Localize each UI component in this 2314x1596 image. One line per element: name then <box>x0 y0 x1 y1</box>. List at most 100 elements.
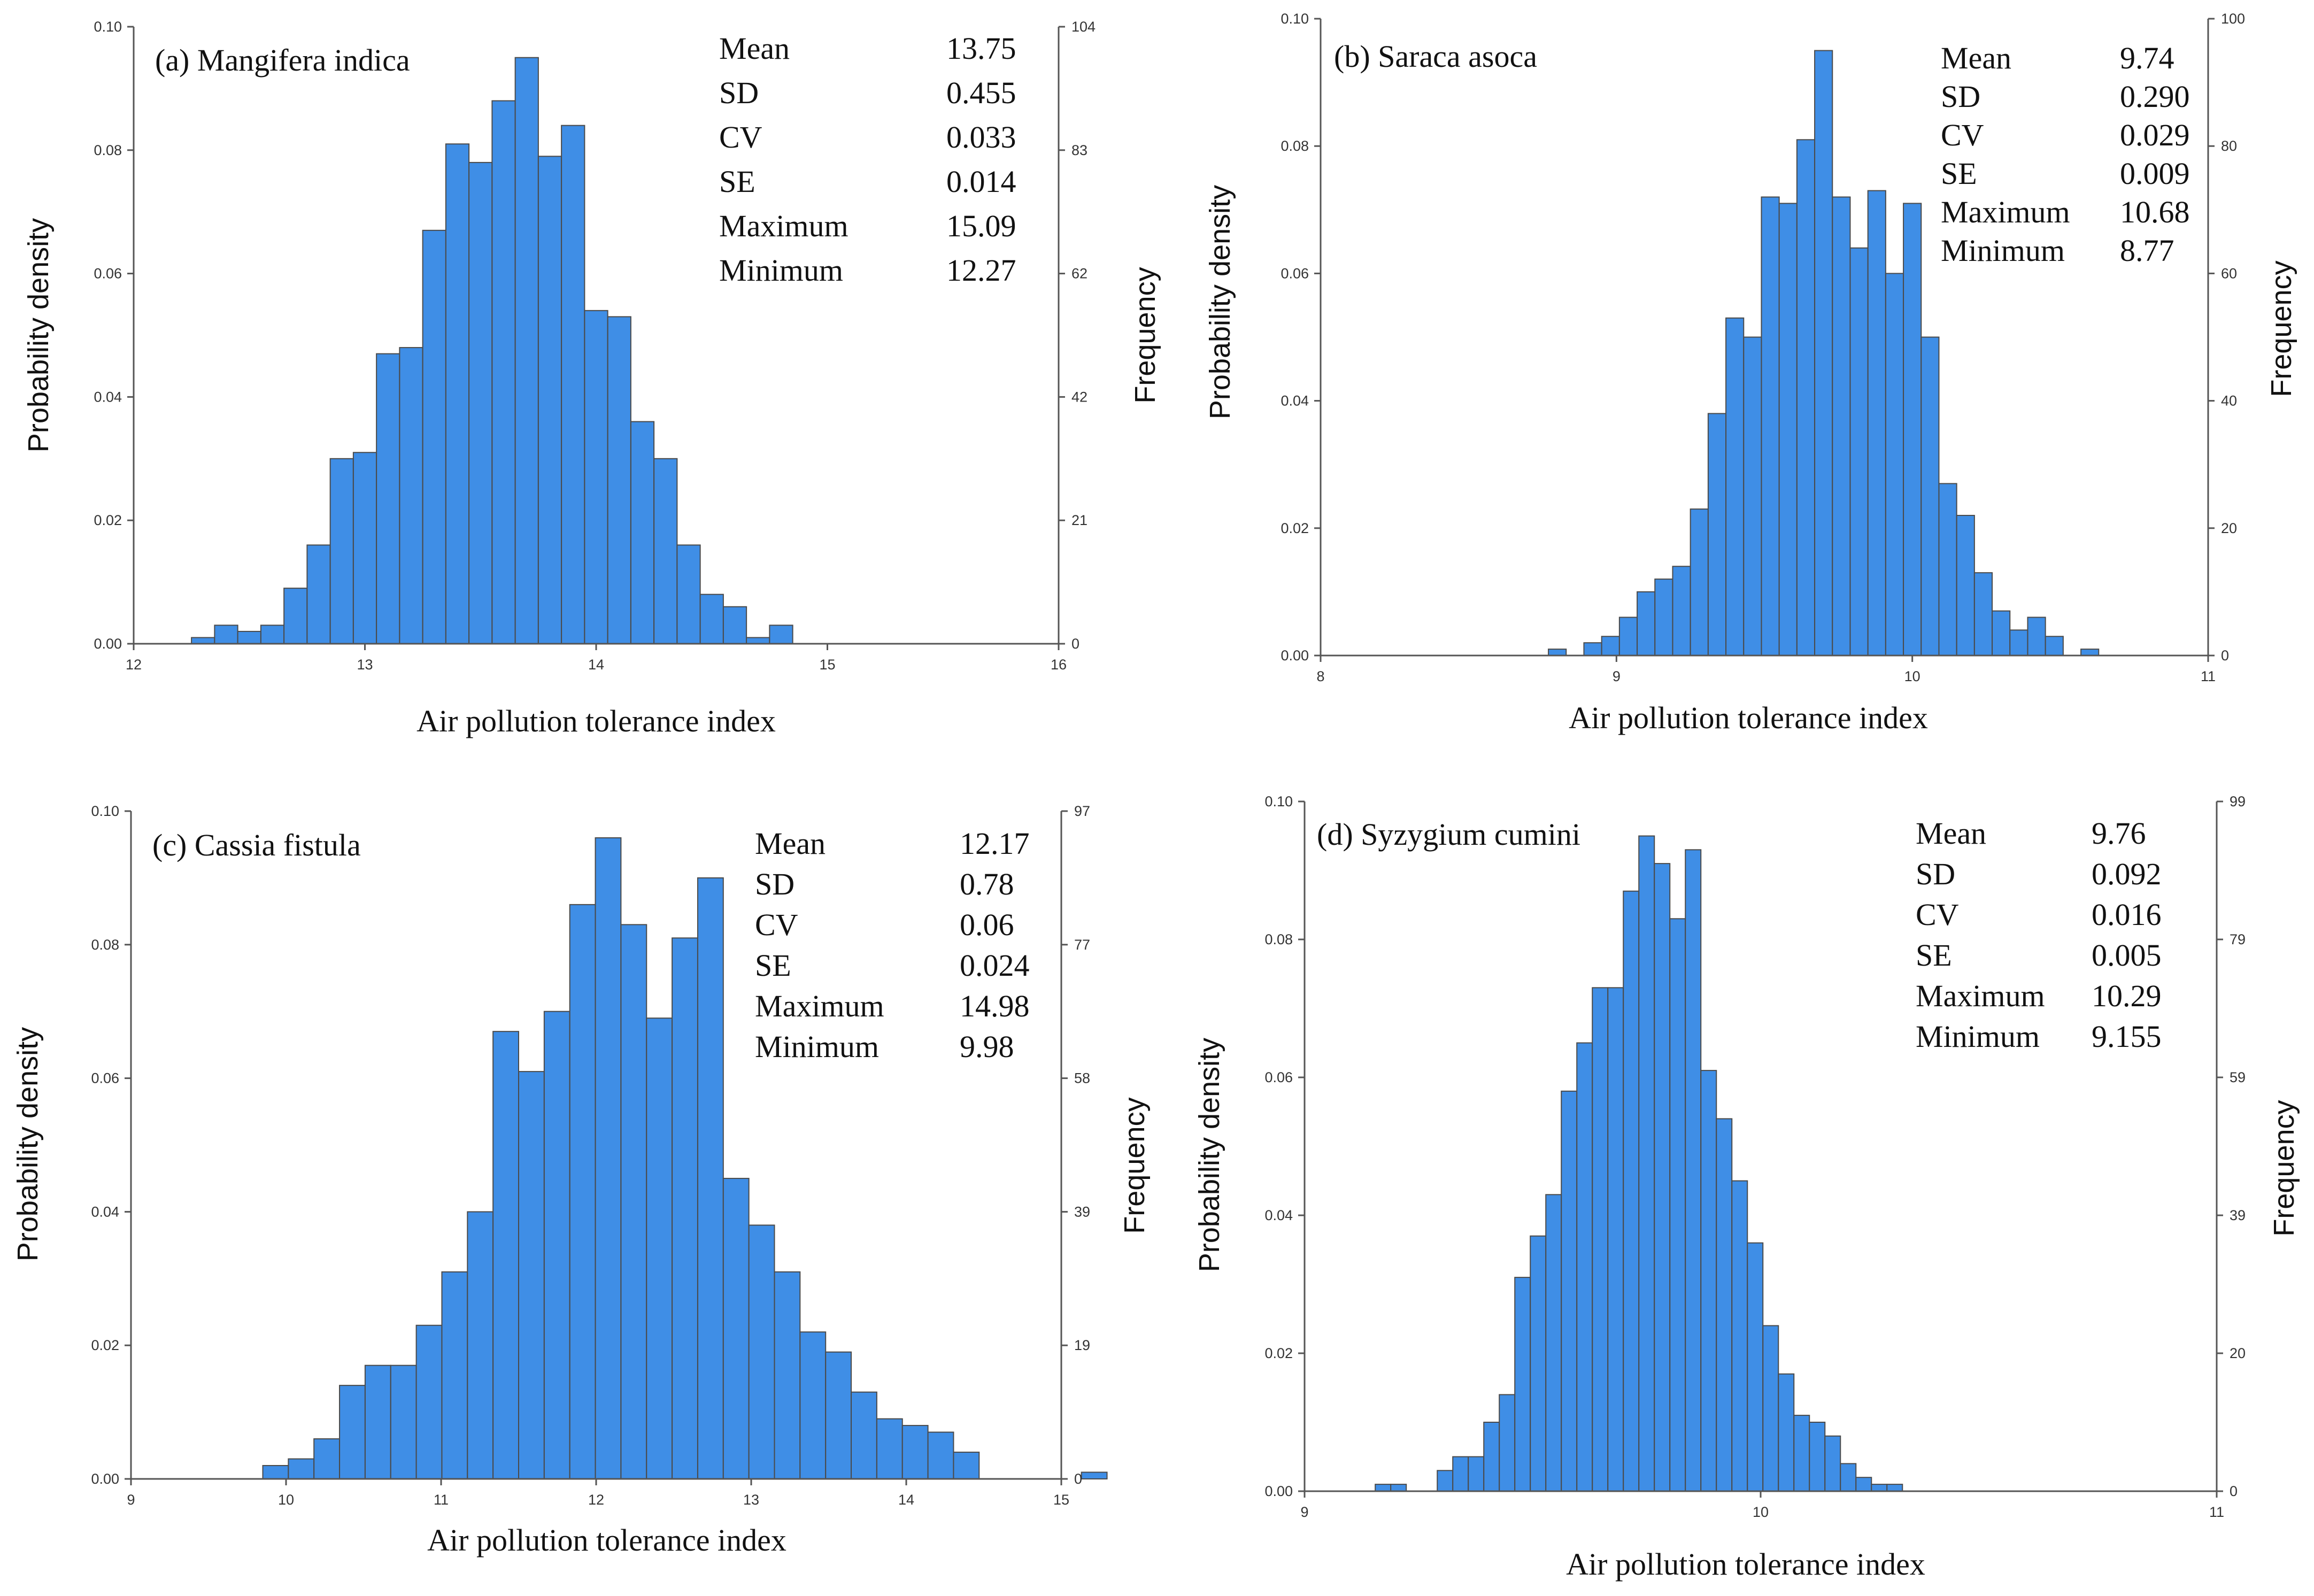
panel-d-bar-19 <box>1669 918 1686 1492</box>
panel-a-bar-3 <box>260 624 285 645</box>
panel-d-bar-8 <box>1499 1394 1516 1492</box>
panel-a-bars <box>191 57 793 645</box>
panel-a-x-tick-label-0: 12 <box>126 657 142 673</box>
panel-d-bar-17 <box>1638 835 1655 1492</box>
panel-b-x-tick-label-3: 11 <box>2201 668 2216 684</box>
panel-c-stat-label-maximum: Maximum <box>755 989 884 1023</box>
panel-c-y2-ticks: 0 19 39 58 77 97 <box>1061 803 1090 1487</box>
panel-b-bar-2 <box>1583 642 1602 657</box>
panel-b-y-label: Probability density <box>1204 185 1236 419</box>
panel-d-y-tick-label-1: 0.02 <box>1264 1345 1293 1361</box>
panel-d-x-tick-label-1: 10 <box>1753 1504 1769 1520</box>
panel-c-title: (c) Cassia fistula <box>152 828 361 862</box>
panel-b-stat-label-cv: CV <box>1941 118 1984 152</box>
panel-d-x-tick-label-0: 9 <box>1300 1504 1308 1520</box>
panel-b-bar-5 <box>1637 591 1656 657</box>
panel-c-bar-2 <box>313 1438 341 1480</box>
panel-b: 8 9 10 11 0.00 0.02 0.04 0.06 0.08 0.10 0 20 40 60 8… <box>1204 11 2297 735</box>
panel-c-bar-15 <box>646 1017 673 1479</box>
panel-b-bar-27 <box>2027 616 2046 657</box>
panel-c-bar-3 <box>339 1385 366 1479</box>
panel-d-stat-label-maximum: Maximum <box>1916 978 2045 1013</box>
panel-a-x-tick-label-4: 16 <box>1051 657 1067 673</box>
panel-d-y-tick-label-2: 0.04 <box>1264 1207 1293 1223</box>
panel-b-bar-3 <box>1601 636 1620 657</box>
panel-d-x-label: Air pollution tolerance index <box>1566 1547 1925 1582</box>
panel-b-stat-value-mean: 9.74 <box>2120 41 2174 75</box>
panel-b-stats: Mean 9.74 SD 0.290 CV 0.029 SE 0.009 Maximum 10.6… <box>1941 41 2190 268</box>
panel-c-x-tick-label-5: 14 <box>898 1492 914 1508</box>
panel-c-y2-tick-label-2: 39 <box>1074 1204 1090 1220</box>
panel-a-y2-tick-label-0: 0 <box>1071 636 1079 652</box>
panel-a-y-tick-label-0: 0.00 <box>94 636 122 652</box>
panel-a-bar-10 <box>422 229 446 644</box>
panel-b-bar-15 <box>1814 50 1833 656</box>
panel-d-bar-13 <box>1576 1042 1593 1492</box>
panel-d-stat-value-se: 0.005 <box>2092 938 2162 973</box>
panel-c-bar-13 <box>595 837 622 1479</box>
panel-a-y2-tick-label-3: 62 <box>1071 266 1087 282</box>
panel-a-stats: Mean 13.75 SD 0.455 CV 0.033 SE 0.014 Maximum 15.… <box>719 31 1016 288</box>
panel-a-bar-9 <box>399 347 423 644</box>
panel-b-bar-19 <box>1885 273 1904 656</box>
panel-b-stat-label-mean: Mean <box>1941 41 2011 75</box>
panel-a-y2-tick-label-4: 83 <box>1071 142 1087 158</box>
panel-b-bar-30 <box>2080 649 2100 656</box>
panel-d-y-tick-label-5: 0.10 <box>1264 793 1293 809</box>
panel-a-bar-17 <box>584 310 608 644</box>
panel-a-bar-2 <box>237 630 261 645</box>
panel-d-x-tick-label-2: 11 <box>2209 1504 2224 1520</box>
panel-b-bar-20 <box>1903 203 1922 656</box>
panel-b-stat-label-minimum: Minimum <box>1941 233 2065 268</box>
panel-b-y2-label: Frequency <box>2265 260 2297 397</box>
panel-d-stat-label-se: SE <box>1916 938 1952 973</box>
panel-c-stat-value-maximum: 14.98 <box>960 989 1030 1023</box>
panel-c-y-tick-label-1: 0.02 <box>91 1337 119 1353</box>
panel-c-bar-0 <box>262 1465 289 1480</box>
panel-a-bar-19 <box>630 421 655 644</box>
panel-c-y-tick-label-5: 0.10 <box>91 803 119 819</box>
panel-d-bar-6 <box>1468 1456 1485 1492</box>
panel-c-x-tick-label-6: 15 <box>1053 1492 1069 1508</box>
panel-a-bar-4 <box>283 588 308 645</box>
panel-c-x-tick-label-2: 11 <box>434 1492 449 1508</box>
panel-b-x-label: Air pollution tolerance index <box>1569 700 1928 735</box>
panel-d-stat-value-minimum: 9.155 <box>2092 1019 2162 1054</box>
panel-c-bar-20 <box>774 1271 801 1480</box>
panel-b-y-tick-label-3: 0.06 <box>1281 265 1309 281</box>
panel-d-bar-11 <box>1545 1194 1562 1492</box>
panel-a-bar-0 <box>191 637 215 644</box>
panel-c-bar-11 <box>543 1011 570 1479</box>
panel-a-title: (a) Mangifera indica <box>155 43 410 78</box>
panel-c-bar-27 <box>953 1452 980 1480</box>
panel-c-bar-5 <box>390 1364 417 1479</box>
panel-b-bar-11 <box>1743 336 1762 656</box>
panel-a-bar-22 <box>699 593 724 645</box>
panel-b-y-tick-label-2: 0.04 <box>1281 393 1309 409</box>
panel-b-bar-16 <box>1832 196 1851 657</box>
panel-c-y2-tick-label-4: 77 <box>1074 937 1090 953</box>
panel-a-y2-ticks: 0 21 42 62 83 104 <box>1059 19 1096 652</box>
panel-c-stat-value-se: 0.024 <box>960 948 1030 983</box>
panel-c-y2-tick-label-3: 58 <box>1074 1070 1090 1086</box>
panel-b-y2-tick-label-2: 40 <box>2221 393 2237 409</box>
panel-c-y-label: Probability density <box>12 1027 44 1261</box>
panel-b-bar-7 <box>1672 566 1691 657</box>
panel-d-stats: Mean 9.76 SD 0.092 CV 0.016 SE 0.005 Maximum 10.2… <box>1916 816 2162 1054</box>
panel-a-x-tick-label-3: 15 <box>819 657 835 673</box>
panel-c-bar-26 <box>927 1431 954 1480</box>
panel-c-bar-25 <box>901 1425 929 1480</box>
panel-b-bar-22 <box>1938 483 1957 656</box>
panel-a-x-ticks: 12 13 14 15 16 <box>126 644 1067 673</box>
panel-d-bar-33 <box>1886 1484 1903 1492</box>
panel-c-bar-23 <box>851 1391 877 1479</box>
panel-c-x-tick-label-0: 9 <box>127 1492 135 1508</box>
panel-c-stat-label-mean: Mean <box>755 826 826 861</box>
panel-a-bar-16 <box>561 125 585 644</box>
panel-b-y2-tick-label-3: 60 <box>2221 265 2237 281</box>
panel-c-bar-8 <box>467 1211 494 1479</box>
panel-c-bar-19 <box>748 1224 775 1479</box>
panel-a-bar-12 <box>468 161 493 644</box>
